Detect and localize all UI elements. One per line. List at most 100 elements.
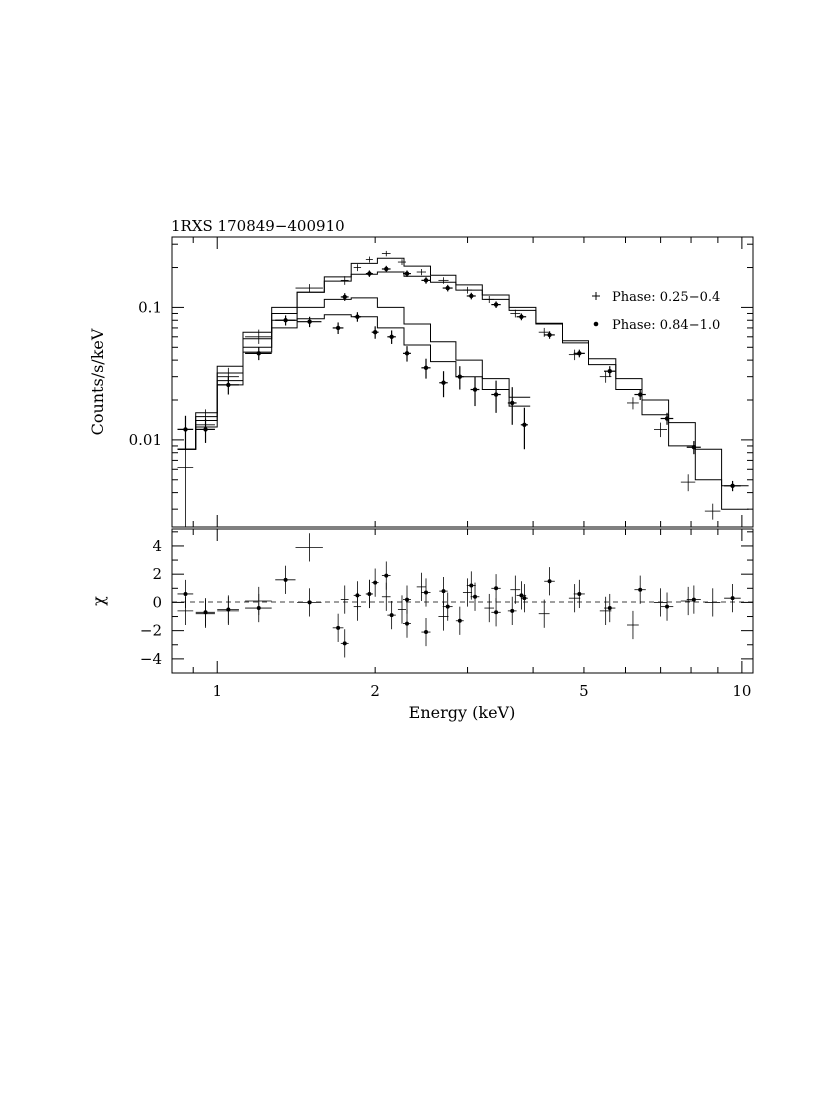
residual-marker (336, 625, 341, 630)
data-marker (404, 271, 410, 276)
data-point-s0-p3 (245, 329, 272, 344)
residual-marker (424, 590, 429, 595)
data-marker (664, 416, 670, 421)
residual-point-s1-p18 (340, 629, 349, 658)
data-point-s1-p31 (660, 412, 674, 425)
model-curve-3 (177, 314, 531, 450)
residual-point-s1-p12 (439, 577, 448, 606)
data-point-s1-p22 (421, 277, 431, 284)
residuals-panel-frame (171, 528, 754, 674)
data-point-s0-p7 (365, 256, 373, 263)
data-marker (404, 351, 410, 356)
residual-marker (389, 613, 394, 618)
residual-marker (457, 618, 462, 623)
residual-point-s1-p0 (177, 579, 194, 609)
spectrum-y-axis-label: Counts/s/keV (88, 328, 107, 435)
residual-marker (522, 596, 527, 601)
residual-point-s1-p32 (686, 585, 701, 614)
data-marker (256, 351, 261, 356)
data-marker (367, 271, 372, 276)
residuals-x-axis: 1 2 5 10 (192, 529, 751, 700)
residual-point-s1-p2 (217, 595, 239, 624)
data-point-s1-p14 (470, 376, 480, 407)
data-point-s1-p9 (387, 330, 396, 344)
data-marker (445, 285, 450, 291)
residual-marker (183, 591, 188, 596)
data-marker (607, 368, 612, 374)
data-point-s1-p8 (371, 326, 379, 339)
data-marker (493, 302, 499, 307)
data-point-s1-p11 (421, 358, 431, 379)
data-point-s0-p10 (416, 268, 427, 276)
residual-y-tick-label: 2 (152, 565, 162, 583)
residual-point-s0-p18 (627, 610, 639, 640)
data-marker (372, 329, 378, 335)
residual-point-s1-p11 (421, 617, 431, 647)
residual-point-s0-p14 (510, 575, 521, 604)
residuals-panel: 4 2 0 −2 −4 1 2 5 10 χ (89, 528, 754, 700)
residual-point-s1-p9 (387, 601, 396, 630)
data-marker (637, 392, 643, 397)
residual-marker (373, 580, 378, 585)
residual-point-s0-p15 (538, 599, 550, 628)
data-marker (519, 314, 524, 319)
residual-marker (691, 597, 696, 602)
data-marker (355, 314, 360, 319)
residual-point-s1-p17 (520, 584, 528, 613)
residual-point-s1-p19 (365, 579, 373, 609)
data-point-s1-p6 (332, 322, 344, 334)
data-point-s0-p20 (680, 474, 696, 492)
residual-marker (510, 608, 515, 613)
residual-marker (405, 597, 410, 602)
data-point-s1-p1 (195, 418, 215, 443)
data-point-s1-p13 (455, 366, 464, 390)
data-point-s1-p5 (297, 316, 322, 328)
data-point-s0-p12 (462, 286, 473, 294)
model-curve-2 (177, 297, 531, 450)
spectrum-panel-frame (171, 236, 754, 528)
data-point-s1-p29 (603, 366, 616, 377)
residual-point-s0-p16 (568, 584, 581, 613)
residual-point-s1-p23 (442, 592, 453, 621)
residual-point-s1-p1 (195, 598, 215, 627)
data-point-s1-p2 (217, 376, 239, 395)
data-point-s1-p4 (275, 315, 296, 326)
data-point-s0-p8 (381, 250, 391, 257)
residual-point-s0-p4 (295, 533, 323, 562)
residual-y-tick-label: 4 (152, 537, 162, 555)
data-point-s1-p12 (439, 371, 448, 398)
data-point-s0-p21 (704, 503, 721, 520)
residual-marker (469, 583, 474, 588)
residuals-y-axis: 4 2 0 −2 −4 (140, 531, 753, 674)
x-axis-label: Energy (keV) (409, 703, 516, 722)
legend-label-1: Phase: 0.84−1.0 (612, 318, 720, 333)
residual-point-s1-p22 (421, 578, 431, 607)
data-point-s0-p5 (340, 276, 349, 285)
residual-point-s1-p3 (245, 593, 272, 623)
residual-y-tick-label: 0 (152, 593, 162, 611)
residual-point-s1-p21 (403, 609, 411, 638)
data-marker (547, 332, 552, 338)
data-point-s0-p19 (654, 422, 668, 438)
x-tick-label: 1 (212, 682, 222, 700)
residual-point-s1-p13 (455, 606, 464, 635)
residual-marker (607, 606, 612, 611)
data-marker (457, 374, 463, 379)
data-marker (183, 427, 188, 432)
x-tick-label: 10 (732, 682, 751, 700)
data-point-s1-p23 (442, 284, 453, 292)
data-point-s1-p32 (686, 441, 701, 455)
residual-marker (730, 596, 735, 601)
data-point-s1-p28 (573, 349, 585, 358)
data-marker (342, 294, 347, 300)
residual-point-s1-p10 (403, 585, 411, 614)
residual-marker (577, 591, 582, 596)
legend-cross-marker (592, 292, 600, 300)
residual-point-s1-p33 (724, 584, 741, 613)
data-point-s1-p27 (544, 331, 555, 339)
data-point-s1-p0 (177, 415, 194, 450)
chart-title: 1RXS 170849−400910 (171, 217, 345, 235)
legend-item-1: Phase: 0.84−1.0 (593, 318, 720, 333)
data-point-s1-p21 (403, 270, 411, 277)
spectrum-y-tick-label: 0.01 (129, 431, 162, 449)
